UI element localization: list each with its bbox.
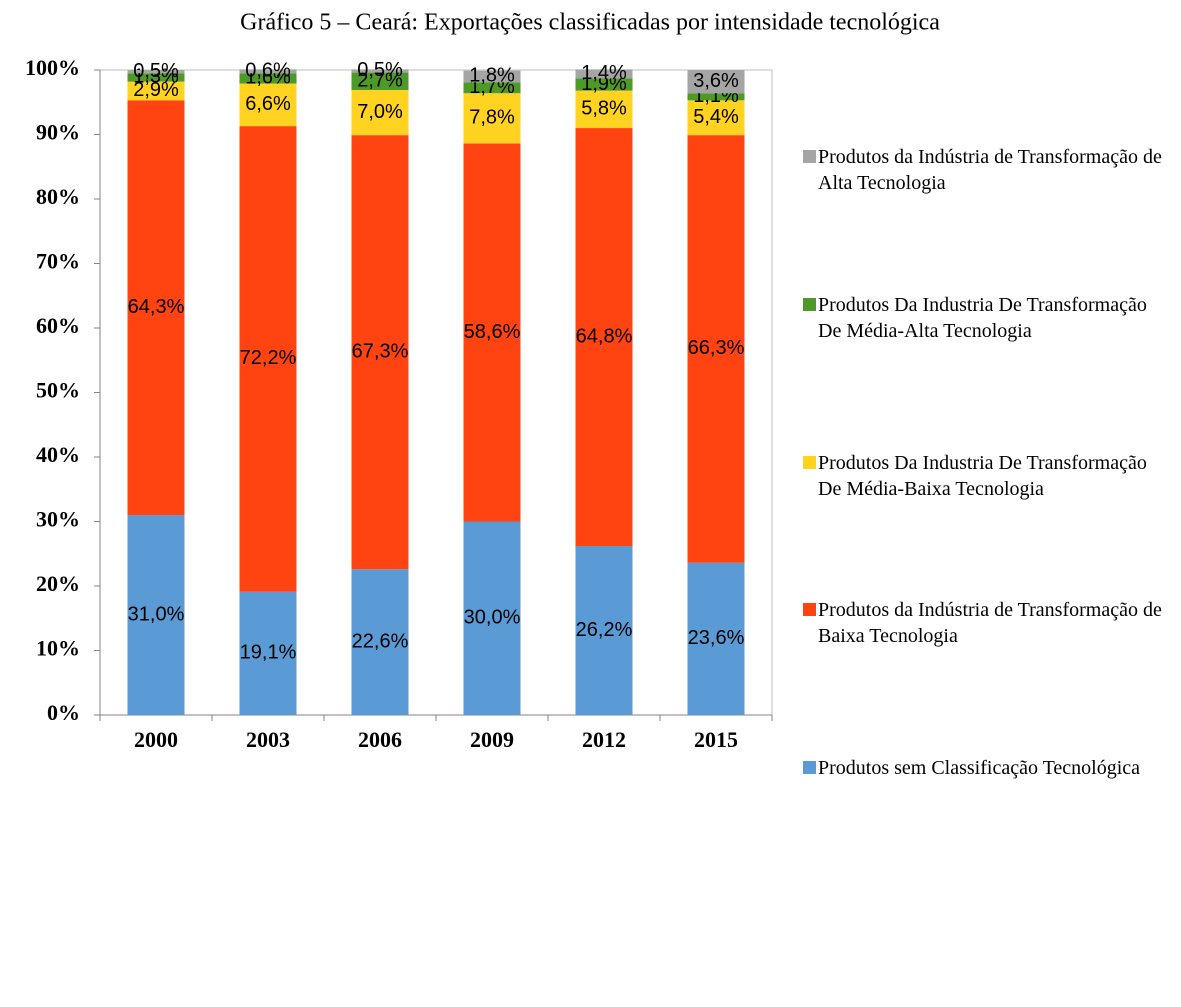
value-label: 72,2% bbox=[240, 347, 297, 369]
value-label: 2,7% bbox=[357, 70, 403, 92]
legend-label: Produtos Da Industria De Transformação D… bbox=[818, 294, 1147, 342]
bar-segment bbox=[239, 73, 297, 84]
bar-segment bbox=[463, 82, 521, 94]
value-label: 66,3% bbox=[688, 337, 745, 359]
x-tick-label: 2009 bbox=[470, 727, 514, 752]
x-tick-label: 2012 bbox=[582, 727, 626, 752]
bar-segment bbox=[575, 69, 633, 79]
value-label: 58,6% bbox=[464, 321, 521, 343]
x-tick-label: 2015 bbox=[694, 727, 738, 752]
bar-segment bbox=[239, 83, 297, 127]
legend-label: Produtos da Indústria de Transformação d… bbox=[818, 146, 1162, 194]
value-label: 0,5% bbox=[133, 60, 179, 82]
bar-segment bbox=[575, 90, 633, 129]
bar-segment bbox=[127, 81, 185, 101]
legend-label: Produtos sem Classificação Tecnológica bbox=[818, 757, 1141, 779]
bar-segment bbox=[351, 69, 409, 73]
bar-segment bbox=[575, 546, 633, 715]
value-label: 64,8% bbox=[576, 325, 633, 347]
chart-title: Gráfico 5 – Ceará: Exportações classific… bbox=[240, 10, 940, 36]
value-label: 5,8% bbox=[581, 98, 627, 120]
bar-segment bbox=[127, 515, 185, 715]
x-tick-label: 2006 bbox=[358, 727, 402, 752]
y-tick-label: 50% bbox=[36, 378, 80, 403]
bar-segment bbox=[351, 89, 409, 136]
plot-border bbox=[99, 69, 773, 716]
y-tick-label: 80% bbox=[36, 184, 80, 209]
legend-label: Produtos Da Industria De Transformação D… bbox=[818, 452, 1147, 500]
value-label: 19,1% bbox=[240, 642, 297, 664]
y-tick-label: 10% bbox=[36, 636, 80, 661]
bar-segment bbox=[687, 70, 745, 94]
value-label: 0,6% bbox=[245, 60, 291, 82]
bar-segment bbox=[127, 100, 185, 516]
value-label: 1,8% bbox=[469, 65, 515, 87]
bar-segment bbox=[351, 135, 409, 570]
value-label: 64,3% bbox=[128, 296, 185, 318]
value-label: 23,6% bbox=[688, 627, 745, 649]
value-label: 7,0% bbox=[357, 101, 403, 123]
bar-segment bbox=[687, 135, 745, 563]
bar-segment bbox=[687, 100, 745, 136]
bar-segment bbox=[351, 72, 409, 90]
y-tick-label: 100% bbox=[25, 55, 80, 80]
bar-segment bbox=[575, 78, 633, 91]
value-label: 30,0% bbox=[464, 607, 521, 629]
bar-segment bbox=[239, 69, 297, 74]
value-label: 31,0% bbox=[128, 603, 185, 625]
y-tick-label: 70% bbox=[36, 249, 80, 274]
legend-swatch bbox=[803, 761, 816, 774]
value-label: 67,3% bbox=[352, 340, 409, 362]
y-tick-label: 40% bbox=[36, 442, 80, 467]
value-label: 1,4% bbox=[581, 62, 627, 84]
y-tick-label: 0% bbox=[47, 700, 80, 725]
value-label: 22,6% bbox=[352, 630, 409, 652]
legend-swatch bbox=[803, 603, 816, 616]
bar-segment bbox=[463, 93, 521, 144]
x-tick-label: 2000 bbox=[134, 727, 178, 752]
legend-swatch bbox=[803, 298, 816, 311]
bar-segment bbox=[687, 562, 745, 715]
x-tick-label: 2003 bbox=[246, 727, 290, 752]
value-label: 0,5% bbox=[357, 59, 403, 81]
bar-segment bbox=[239, 591, 297, 715]
bar-segment bbox=[687, 93, 745, 101]
value-label: 6,6% bbox=[245, 93, 291, 115]
bar-segment bbox=[463, 70, 521, 83]
y-tick-label: 30% bbox=[36, 507, 80, 532]
bar-segment bbox=[127, 70, 185, 74]
y-tick-label: 90% bbox=[36, 120, 80, 145]
bar-segment bbox=[463, 143, 521, 522]
legend-swatch bbox=[803, 150, 816, 163]
bar-segment bbox=[239, 126, 297, 592]
value-label: 26,2% bbox=[576, 619, 633, 641]
y-tick-label: 60% bbox=[36, 313, 80, 338]
value-label: 7,8% bbox=[469, 107, 515, 129]
legend-label: Produtos da Indústria de Transformação d… bbox=[818, 599, 1162, 647]
value-label: 5,4% bbox=[693, 106, 739, 128]
bar-segment bbox=[351, 569, 409, 715]
bar-segment bbox=[575, 128, 633, 547]
value-label: 3,6% bbox=[693, 70, 739, 92]
bar-segment bbox=[127, 73, 185, 82]
legend-swatch bbox=[803, 456, 816, 469]
bar-segment bbox=[463, 521, 521, 715]
y-tick-label: 20% bbox=[36, 571, 80, 596]
value-label: 2,9% bbox=[133, 79, 179, 101]
